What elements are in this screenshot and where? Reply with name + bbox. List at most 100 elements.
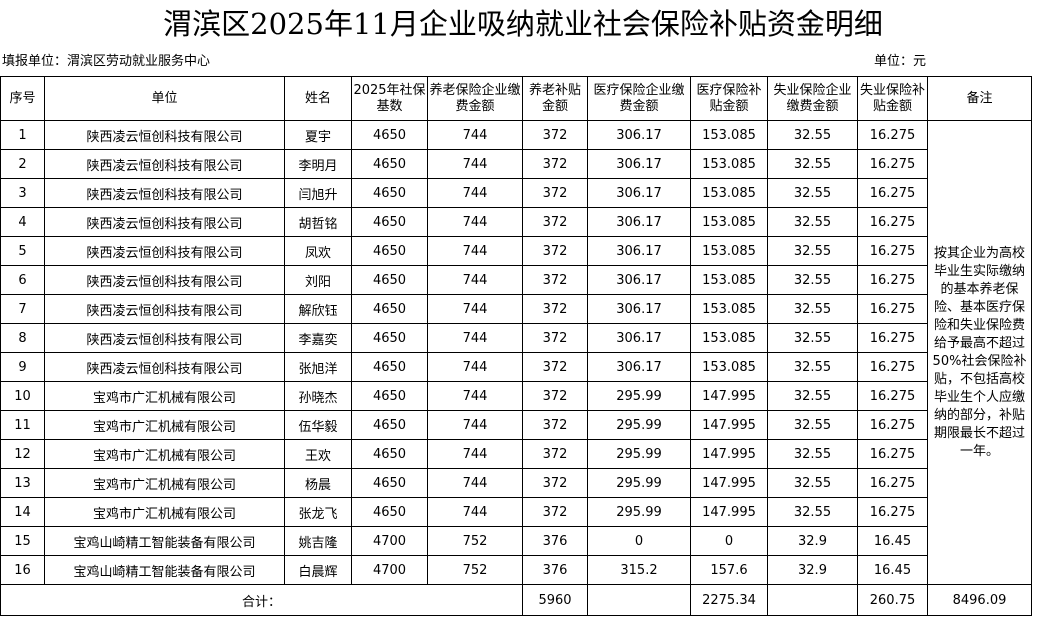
table-row: 6 陕西凌云恒创科技有限公司 刘阳 4650 744 372 306.17 15…: [0, 265, 1032, 295]
header-medical-subsidy: 医疗保险补贴金额: [690, 76, 768, 121]
cell-unemp-subsidy: 16.275: [857, 439, 928, 469]
cell-unemp-pay: 32.55: [767, 207, 858, 237]
cell-unemp-pay: 32.55: [767, 236, 858, 266]
cell-unemp-subsidy: 16.275: [857, 236, 928, 266]
cell-medical-subsidy: 153.085: [690, 323, 768, 353]
cell-pension-subsidy: 372: [522, 439, 588, 469]
header-unemp-pay: 失业保险企业缴费金额: [767, 76, 858, 121]
cell-medical-pay: 306.17: [587, 178, 691, 208]
cell-company: 宝鸡市广汇机械有限公司: [44, 439, 285, 469]
cell-unemp-subsidy: 16.275: [857, 207, 928, 237]
cell-base: 4650: [351, 410, 428, 440]
cell-unemp-subsidy: 16.275: [857, 178, 928, 208]
cell-seq: 13: [0, 468, 45, 498]
cell-medical-pay: 315.2: [587, 555, 691, 585]
cell-pension-pay: 744: [427, 352, 523, 382]
cell-name: 胡哲铭: [284, 207, 352, 237]
cell-pension-pay: 744: [427, 468, 523, 498]
cell-pension-subsidy: 372: [522, 207, 588, 237]
cell-base: 4650: [351, 323, 428, 353]
cell-seq: 8: [0, 323, 45, 353]
cell-medical-subsidy: 153.085: [690, 265, 768, 295]
cell-base: 4650: [351, 120, 428, 150]
cell-medical-pay: 306.17: [587, 236, 691, 266]
cell-pension-pay: 744: [427, 178, 523, 208]
cell-medical-subsidy: 147.995: [690, 381, 768, 411]
cell-company: 宝鸡市广汇机械有限公司: [44, 410, 285, 440]
header-pension-subsidy: 养老补贴金额: [522, 76, 588, 121]
cell-pension-pay: 744: [427, 381, 523, 411]
total-unemp-subsidy: 260.75: [857, 584, 928, 616]
total-medical-subsidy: 2275.34: [690, 584, 768, 616]
cell-unemp-pay: 32.9: [767, 555, 858, 585]
header-unemp-subsidy: 失业保险补贴金额: [857, 76, 928, 121]
cell-medical-pay: 295.99: [587, 468, 691, 498]
reporting-unit-label: 填报单位：渭滨区劳动就业服务中心: [2, 54, 211, 69]
table-row: 10 宝鸡市广汇机械有限公司 孙晓杰 4650 744 372 295.99 1…: [0, 381, 1032, 411]
cell-unemp-subsidy: 16.275: [857, 265, 928, 295]
cell-unemp-subsidy: 16.275: [857, 323, 928, 353]
cell-medical-subsidy: 147.995: [690, 410, 768, 440]
currency-unit-label: 单位：元: [874, 54, 927, 69]
cell-pension-subsidy: 372: [522, 497, 588, 527]
cell-medical-subsidy: 0: [690, 526, 768, 556]
cell-pension-pay: 744: [427, 265, 523, 295]
cell-company: 陕西凌云恒创科技有限公司: [44, 352, 285, 382]
cell-seq: 1: [0, 120, 45, 150]
table-row: 16 宝鸡山崎精工智能装备有限公司 白晨辉 4700 752 376 315.2…: [0, 555, 1032, 585]
cell-medical-pay: 0: [587, 526, 691, 556]
cell-seq: 3: [0, 178, 45, 208]
cell-pension-pay: 744: [427, 120, 523, 150]
cell-pension-pay: 744: [427, 207, 523, 237]
cell-pension-subsidy: 372: [522, 149, 588, 179]
cell-pension-pay: 744: [427, 236, 523, 266]
table-row: 8 陕西凌云恒创科技有限公司 李嘉奕 4650 744 372 306.17 1…: [0, 323, 1032, 353]
cell-base: 4650: [351, 497, 428, 527]
cell-pension-subsidy: 372: [522, 265, 588, 295]
cell-name: 夏宇: [284, 120, 352, 150]
cell-unemp-subsidy: 16.45: [857, 555, 928, 585]
cell-company: 陕西凌云恒创科技有限公司: [44, 178, 285, 208]
subsidy-table: 序号 单位 姓名 2025年社保基数 养老保险企业缴费金额 养老补贴金额 医疗保…: [0, 76, 1032, 616]
cell-medical-subsidy: 147.995: [690, 468, 768, 498]
cell-pension-pay: 744: [427, 323, 523, 353]
cell-unemp-pay: 32.55: [767, 323, 858, 353]
table-row: 7 陕西凌云恒创科技有限公司 解欣钰 4650 744 372 306.17 1…: [0, 294, 1032, 324]
table-row: 15 宝鸡山崎精工智能装备有限公司 姚吉隆 4700 752 376 0 0 3…: [0, 526, 1032, 556]
cell-pension-subsidy: 372: [522, 120, 588, 150]
table-body: 1 陕西凌云恒创科技有限公司 夏宇 4650 744 372 306.17 15…: [0, 120, 1032, 616]
cell-medical-pay: 306.17: [587, 352, 691, 382]
cell-pension-pay: 752: [427, 555, 523, 585]
total-pension-subsidy: 5960: [522, 584, 588, 616]
cell-pension-subsidy: 372: [522, 468, 588, 498]
cell-pension-subsidy: 372: [522, 178, 588, 208]
cell-medical-pay: 295.99: [587, 439, 691, 469]
header-name: 姓名: [284, 76, 352, 121]
cell-base: 4700: [351, 555, 428, 585]
cell-pension-pay: 752: [427, 526, 523, 556]
cell-unemp-pay: 32.55: [767, 439, 858, 469]
cell-pension-subsidy: 372: [522, 323, 588, 353]
cell-seq: 12: [0, 439, 45, 469]
cell-seq: 10: [0, 381, 45, 411]
cell-medical-pay: 295.99: [587, 381, 691, 411]
table-row: 3 陕西凌云恒创科技有限公司 闫旭升 4650 744 372 306.17 1…: [0, 178, 1032, 208]
header-pension-pay: 养老保险企业缴费金额: [427, 76, 523, 121]
cell-company: 陕西凌云恒创科技有限公司: [44, 120, 285, 150]
table-row: 13 宝鸡市广汇机械有限公司 杨晨 4650 744 372 295.99 14…: [0, 468, 1032, 498]
cell-unemp-pay: 32.55: [767, 178, 858, 208]
cell-pension-subsidy: 372: [522, 352, 588, 382]
cell-name: 孙晓杰: [284, 381, 352, 411]
cell-pension-subsidy: 372: [522, 410, 588, 440]
cell-unemp-subsidy: 16.275: [857, 120, 928, 150]
cell-seq: 5: [0, 236, 45, 266]
cell-unemp-subsidy: 16.275: [857, 352, 928, 382]
cell-unemp-subsidy: 16.275: [857, 294, 928, 324]
cell-unemp-pay: 32.55: [767, 265, 858, 295]
cell-unemp-subsidy: 16.275: [857, 497, 928, 527]
cell-unemp-subsidy: 16.275: [857, 381, 928, 411]
cell-medical-pay: 306.17: [587, 120, 691, 150]
cell-name: 王欢: [284, 439, 352, 469]
cell-name: 李明月: [284, 149, 352, 179]
cell-pension-pay: 744: [427, 410, 523, 440]
